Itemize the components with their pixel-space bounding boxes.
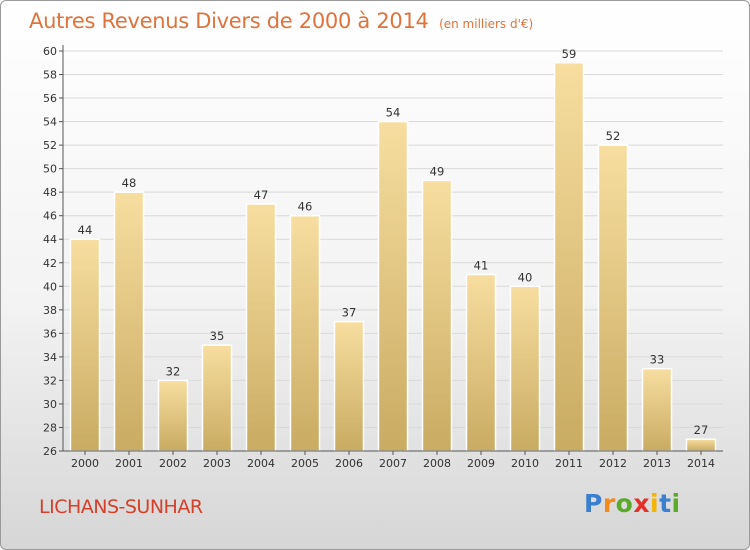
data-label: 41 [474, 259, 489, 273]
proxiti-logo: Proxiti [584, 489, 681, 518]
y-tick-label: 28 [43, 421, 57, 434]
y-tick-label: 30 [43, 398, 57, 411]
logo-letter: x [633, 489, 650, 518]
data-label: 52 [606, 129, 621, 143]
y-tick-label: 26 [43, 445, 57, 458]
data-label: 47 [254, 188, 269, 202]
data-label: 35 [210, 329, 225, 343]
y-tick-label: 52 [43, 139, 57, 152]
bar [245, 203, 277, 452]
x-tick-label: 2012 [599, 457, 627, 470]
y-tick-label: 60 [43, 45, 57, 58]
chart-subtitle: (en milliers d'€) [439, 17, 534, 31]
data-label: 33 [650, 353, 665, 367]
logo-letter: o [615, 489, 634, 518]
data-label: 27 [694, 423, 709, 437]
bar [641, 367, 673, 452]
x-tick-label: 2006 [335, 457, 363, 470]
x-tick-label: 2002 [159, 457, 187, 470]
bar [69, 238, 101, 452]
x-tick-label: 2001 [115, 457, 143, 470]
x-tick-label: 2004 [247, 457, 275, 470]
y-tick-label: 42 [43, 257, 57, 270]
data-label: 44 [78, 223, 93, 237]
data-label: 49 [430, 164, 445, 178]
y-tick-label: 40 [43, 280, 57, 293]
y-tick-label: 48 [43, 186, 57, 199]
y-tick-label: 50 [43, 163, 57, 176]
bar [157, 379, 189, 452]
x-tick-label: 2009 [467, 457, 495, 470]
y-tick-label: 44 [43, 233, 57, 246]
bar [333, 320, 365, 452]
bar [509, 285, 541, 452]
data-label: 32 [166, 364, 181, 378]
x-tick-label: 2014 [687, 457, 715, 470]
logo-letter: i [650, 489, 660, 518]
data-label: 48 [122, 176, 137, 190]
bar [597, 144, 629, 452]
bar [553, 62, 585, 452]
x-tick-label: 2008 [423, 457, 451, 470]
y-tick-label: 34 [43, 351, 57, 364]
x-tick-label: 2000 [71, 457, 99, 470]
x-tick-label: 2005 [291, 457, 319, 470]
x-tick-label: 2011 [555, 457, 583, 470]
data-label: 59 [562, 47, 577, 61]
bar [685, 438, 717, 452]
data-label: 54 [386, 106, 401, 120]
data-label: 46 [298, 200, 313, 214]
logo-letter: P [584, 489, 603, 518]
chart-title: Autres Revenus Divers de 2000 à 2014 [29, 9, 429, 33]
title-block: Autres Revenus Divers de 2000 à 2014 (en… [29, 9, 533, 33]
bar [201, 344, 233, 452]
y-tick-label: 32 [43, 374, 57, 387]
logo-letter: t [659, 489, 672, 518]
y-tick-label: 58 [43, 69, 57, 82]
bar [465, 273, 497, 452]
y-tick-label: 56 [43, 92, 57, 105]
bars [69, 62, 717, 452]
y-tick-label: 46 [43, 210, 57, 223]
bar [289, 214, 321, 452]
data-label: 37 [342, 306, 357, 320]
data-label: 40 [518, 270, 533, 284]
y-tick-label: 54 [43, 116, 57, 129]
data-labels: 44 48 32 35 47 46 37 54 49 41 40 59 52 33 27 [78, 47, 709, 437]
logo-letter: i [671, 489, 681, 518]
y-tick-label: 38 [43, 304, 57, 317]
x-tick-label: 2003 [203, 457, 231, 470]
axes: 26 28 30 32 34 36 38 40 42 44 46 48 50 52 54 56 58 60 2000… [43, 45, 723, 470]
bar [421, 179, 453, 452]
x-tick-label: 2013 [643, 457, 671, 470]
logo-letter: r [602, 489, 616, 518]
y-tick-label: 36 [43, 327, 57, 340]
commune-name: LICHANS-SUNHAR [39, 496, 203, 518]
bar [377, 120, 409, 452]
x-tick-label: 2007 [379, 457, 407, 470]
x-tick-label: 2010 [511, 457, 539, 470]
bar [113, 191, 145, 452]
